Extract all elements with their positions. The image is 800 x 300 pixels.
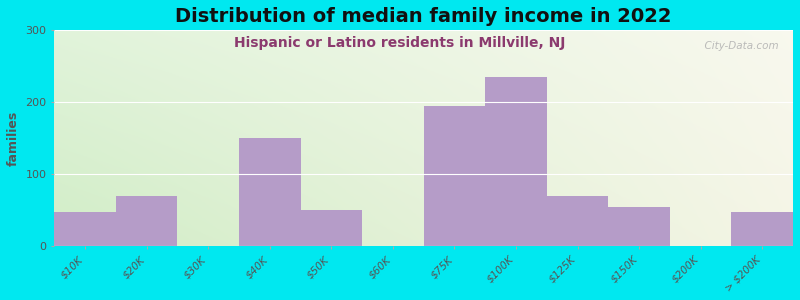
Bar (239, 138, 301, 246)
Title: Distribution of median family income in 2022: Distribution of median family income in … (175, 7, 672, 26)
Bar (546, 196, 608, 246)
Text: Hispanic or Latino residents in Millville, NJ: Hispanic or Latino residents in Millvill… (234, 36, 566, 50)
Bar (54, 212, 116, 246)
Bar (116, 196, 178, 246)
Bar (424, 106, 486, 246)
Y-axis label: families: families (7, 111, 20, 166)
Bar (301, 210, 362, 246)
Bar (486, 77, 546, 246)
Bar (731, 212, 793, 246)
Text: City-Data.com: City-Data.com (698, 41, 778, 51)
Bar (608, 207, 670, 246)
